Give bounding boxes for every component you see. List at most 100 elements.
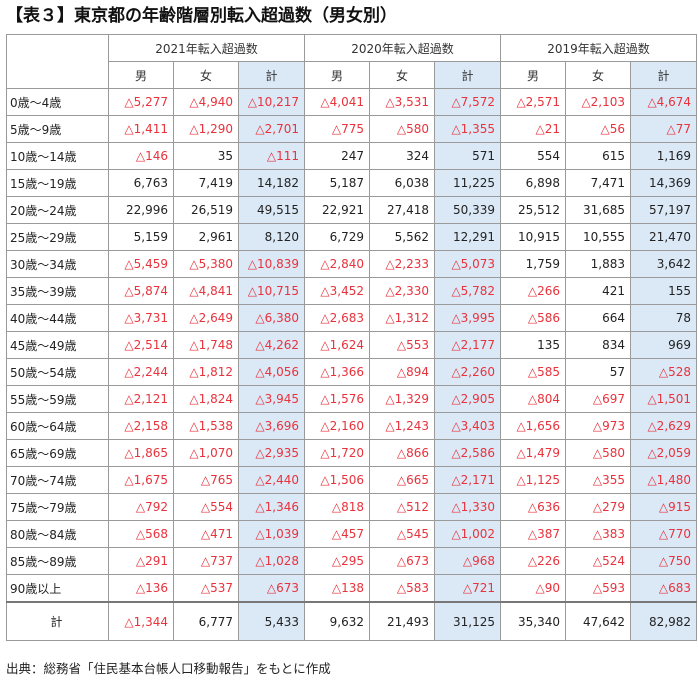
female-value: △553 (369, 331, 436, 359)
male-value: △1,411 (108, 115, 174, 143)
total-value: 14,182 (237, 169, 306, 197)
corner-cell (6, 34, 109, 89)
male-value: △138 (304, 574, 371, 603)
male-value: △291 (108, 547, 174, 575)
female-value: △2,233 (369, 250, 436, 278)
male-value: 135 (500, 331, 567, 359)
male-value: 25,512 (500, 196, 567, 224)
female-value: △512 (369, 493, 436, 521)
age-group-label: 5歳～9歳 (6, 115, 109, 143)
male-value: △775 (304, 115, 371, 143)
female-value: △665 (369, 466, 436, 494)
table-row: 25歳～29歳 5,159 2,961 8,120 6,729 5,562 12,291 10… (6, 223, 698, 251)
table-row: 90歳以上 △136 △537 △673 △138 △583 △721 △90 △593 △683 (6, 574, 698, 603)
female-value: △1,538 (173, 412, 239, 440)
male-value: △1,366 (304, 358, 371, 386)
female-value: 10,555 (565, 223, 632, 251)
female-value: △4,940 (173, 88, 239, 116)
table-row: 85歳～89歳 △291 △737 △1,028 △295 △673 △968 △226 △52… (6, 547, 698, 575)
total-value: △10,715 (237, 277, 306, 305)
table-row: 65歳～69歳 △1,865 △1,070 △2,935 △1,720 △866 △2,58… (6, 439, 698, 467)
header-total: 計 (237, 61, 306, 89)
female-value: △4,841 (173, 277, 239, 305)
table-title: 【表３】東京都の年齢階層別転入超過数（男女別） (6, 6, 397, 26)
total-value: △770 (630, 520, 698, 548)
total-value: 78 (630, 304, 698, 332)
male-value: △2,160 (304, 412, 371, 440)
age-group-label: 15歳～19歳 (6, 169, 109, 197)
male-value: △1,865 (108, 439, 174, 467)
male-value: △226 (500, 547, 567, 575)
total-value: △5,073 (434, 250, 502, 278)
header-total: 計 (630, 61, 698, 89)
age-group-label: 20歳～24歳 (6, 196, 109, 224)
female-value: 324 (369, 142, 436, 170)
male-value: △2,683 (304, 304, 371, 332)
male-value: △2,571 (500, 88, 567, 116)
male-value: △457 (304, 520, 371, 548)
female-value: 2,961 (173, 223, 239, 251)
female-value: △2,330 (369, 277, 436, 305)
total-value: △2,905 (434, 385, 502, 413)
female-value: △471 (173, 520, 239, 548)
male-value: △818 (304, 493, 371, 521)
female-value: △554 (173, 493, 239, 521)
female-value: 421 (565, 277, 632, 305)
age-group-label: 45歳～49歳 (6, 331, 109, 359)
female-value: △673 (369, 547, 436, 575)
header-male: 男 (108, 61, 174, 89)
table-row: 75歳～79歳 △792 △554 △1,346 △818 △512 △1,330 △636 △… (6, 493, 698, 521)
year-header-2019: 2019年転入超過数 (500, 34, 698, 62)
female-value: 57 (565, 358, 632, 386)
total-value: 49,515 (237, 196, 306, 224)
total-value: 3,642 (630, 250, 698, 278)
female-value: △2,649 (173, 304, 239, 332)
female-value: △580 (565, 439, 632, 467)
source-note: 出典：総務省「住民基本台帳人口移動報告」をもとに作成 (6, 661, 331, 676)
male-value: △1,125 (500, 466, 567, 494)
male-value: △2,121 (108, 385, 174, 413)
male-value: 554 (500, 142, 567, 170)
female-value: △524 (565, 547, 632, 575)
female-value: △1,329 (369, 385, 436, 413)
female-value: △580 (369, 115, 436, 143)
female-value: △1,824 (173, 385, 239, 413)
total-value: △6,380 (237, 304, 306, 332)
age-group-label: 30歳～34歳 (6, 250, 109, 278)
total-value: △750 (630, 547, 698, 575)
male-value: △266 (500, 277, 567, 305)
male-value: △5,277 (108, 88, 174, 116)
table-row: 0歳～4歳 △5,277 △4,940 △10,217 △4,041 △3,531 △7,5… (6, 88, 698, 116)
header-male: 男 (304, 61, 371, 89)
age-group-label: 60歳～64歳 (6, 412, 109, 440)
total-value: △2,260 (434, 358, 502, 386)
table-row: 5歳～9歳 △1,411 △1,290 △2,701 △775 △580 △1,355 △21… (6, 115, 698, 143)
total-value: 571 (434, 142, 502, 170)
total-value: 31,125 (434, 601, 502, 641)
total-value: 50,339 (434, 196, 502, 224)
table-row: 60歳～64歳 △2,158 △1,538 △3,696 △2,160 △1,243 △3,… (6, 412, 698, 440)
header-female: 女 (173, 61, 239, 89)
total-value: △2,440 (237, 466, 306, 494)
female-value: △1,312 (369, 304, 436, 332)
age-group-label: 0歳～4歳 (6, 88, 109, 116)
male-value: △5,874 (108, 277, 174, 305)
female-value: 27,418 (369, 196, 436, 224)
female-value: △1,812 (173, 358, 239, 386)
female-value: △737 (173, 547, 239, 575)
year-header-2020: 2020年転入超過数 (304, 34, 502, 62)
total-value: △3,403 (434, 412, 502, 440)
total-value: △4,674 (630, 88, 698, 116)
female-value: △3,531 (369, 88, 436, 116)
female-value: △866 (369, 439, 436, 467)
age-group-label: 40歳～44歳 (6, 304, 109, 332)
female-value: 6,777 (173, 601, 239, 641)
male-value: △136 (108, 574, 174, 603)
female-value: 5,562 (369, 223, 436, 251)
total-value: 1,169 (630, 142, 698, 170)
table-row: 10歳～14歳 △146 35 △111 247 324 571 554 615 1,169 (6, 142, 698, 170)
total-value: 11,225 (434, 169, 502, 197)
total-value: △2,059 (630, 439, 698, 467)
header-total: 計 (434, 61, 502, 89)
male-value: 10,915 (500, 223, 567, 251)
